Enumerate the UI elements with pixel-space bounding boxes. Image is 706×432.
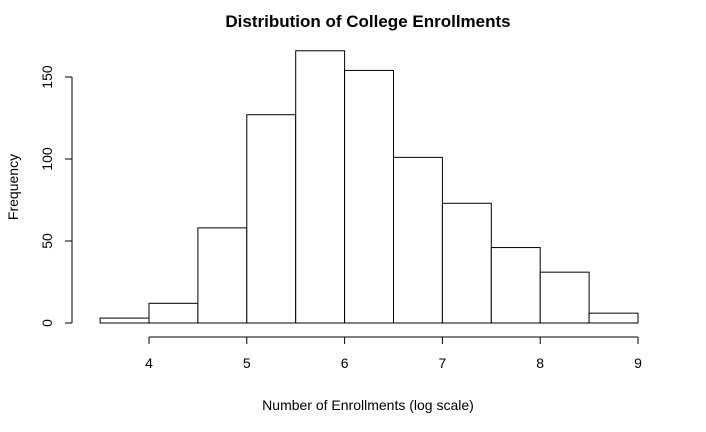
histogram-bar — [99, 317, 150, 324]
histogram-bar — [490, 247, 541, 324]
x-tick-label: 8 — [536, 355, 544, 371]
histogram-bar — [393, 156, 443, 324]
y-tick-label: 150 — [39, 65, 55, 89]
histogram-bar — [148, 302, 199, 324]
chart-title: Distribution of College Enrollments — [225, 12, 510, 31]
histogram-bar — [588, 312, 639, 324]
x-tick-label: 5 — [243, 355, 251, 371]
histogram-bar — [539, 271, 590, 324]
x-tick-label: 6 — [341, 355, 349, 371]
histogram-bar — [246, 114, 297, 324]
histogram-bar — [295, 50, 346, 324]
y-tick-label: 100 — [39, 147, 55, 171]
y-tick-label: 50 — [39, 233, 55, 249]
x-axis: 4 5 6 7 8 9 — [145, 336, 642, 371]
y-axis-label: Frequency — [5, 154, 21, 220]
histogram-bar — [344, 69, 395, 324]
x-tick-label: 9 — [634, 355, 642, 371]
bars-group — [99, 50, 639, 324]
y-tick-label: 0 — [39, 319, 55, 327]
x-axis-label: Number of Enrollments (log scale) — [262, 397, 474, 413]
x-tick-label: 4 — [145, 355, 153, 371]
y-axis: 0 50 100 150 — [39, 65, 73, 327]
histogram-bar — [197, 227, 248, 324]
x-tick-label: 7 — [439, 355, 447, 371]
histogram-bar — [441, 202, 492, 324]
